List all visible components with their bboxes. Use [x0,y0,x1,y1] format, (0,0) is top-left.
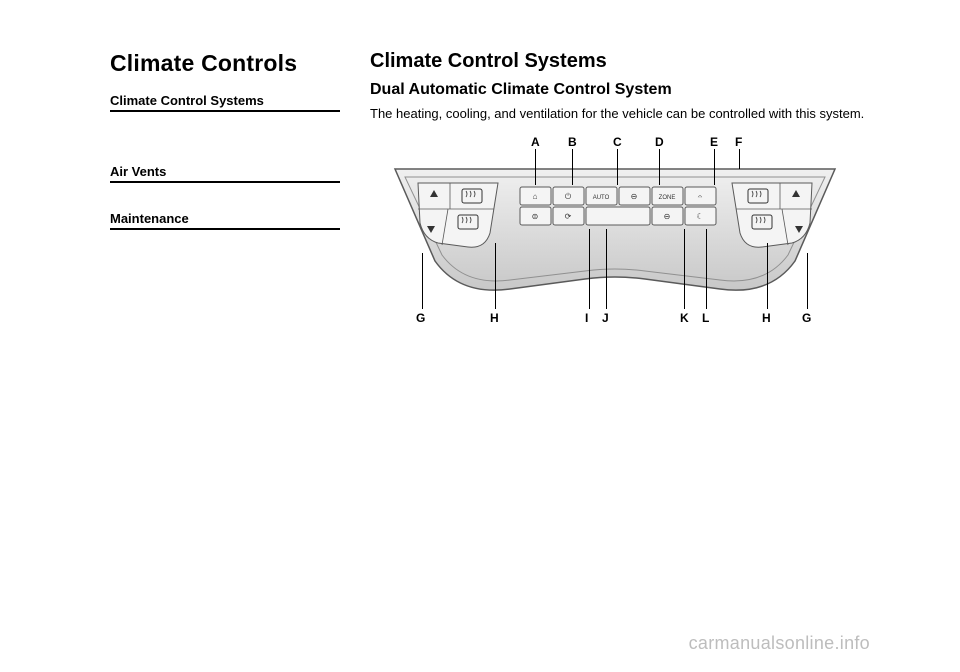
svg-text:⟳: ⟳ [565,212,572,221]
callout-F: F [735,135,742,149]
right-pod [732,183,812,247]
left-pod [418,183,498,247]
callout-K: K [680,311,689,325]
callout-I: I [585,311,588,325]
callout-G-left: G [416,311,425,325]
svg-text:☾: ☾ [696,212,703,221]
chapter-title: Climate Controls [110,50,340,77]
callout-J: J [602,311,609,325]
callout-C: C [613,135,622,149]
toc-heading-maintenance: Maintenance [110,211,340,230]
callout-E: E [710,135,718,149]
svg-text:⊜: ⊜ [532,212,539,221]
callout-L: L [702,311,709,325]
callout-G-right: G [802,311,811,325]
svg-text:⊖: ⊖ [664,212,671,221]
callout-A: A [531,135,540,149]
svg-text:⌂: ⌂ [533,192,538,201]
svg-text:⏻: ⏻ [565,192,572,201]
page-title: Climate Control Systems [370,50,870,73]
svg-text:𝄐: 𝄐 [698,192,703,201]
callout-D: D [655,135,664,149]
toc-heading-climate: Climate Control Systems [110,93,340,112]
svg-text:AUTO: AUTO [593,195,610,201]
svg-text:⊖: ⊖ [631,192,638,201]
callout-H-right: H [762,311,771,325]
toc-heading-airvents: Air Vents [110,164,340,183]
climate-panel-figure: ⌂ ⏻ AUTO ⊖ ZONE 𝄐 ⊜ ⟳ ⊖ ☾ A B C D E F [370,133,860,333]
main-content: Climate Control Systems Dual Automatic C… [370,50,870,333]
callout-B: B [568,135,577,149]
callout-H-left: H [490,311,499,325]
svg-text:ZONE: ZONE [659,195,676,201]
watermark: carmanualsonline.info [689,633,870,654]
intro-text: The heating, cooling, and ventilation fo… [370,105,870,123]
toc-sidebar: Climate Controls Climate Control Systems… [110,50,340,333]
climate-panel-svg: ⌂ ⏻ AUTO ⊖ ZONE 𝄐 ⊜ ⟳ ⊖ ☾ [390,161,840,306]
section-subtitle: Dual Automatic Climate Control System [370,81,870,99]
